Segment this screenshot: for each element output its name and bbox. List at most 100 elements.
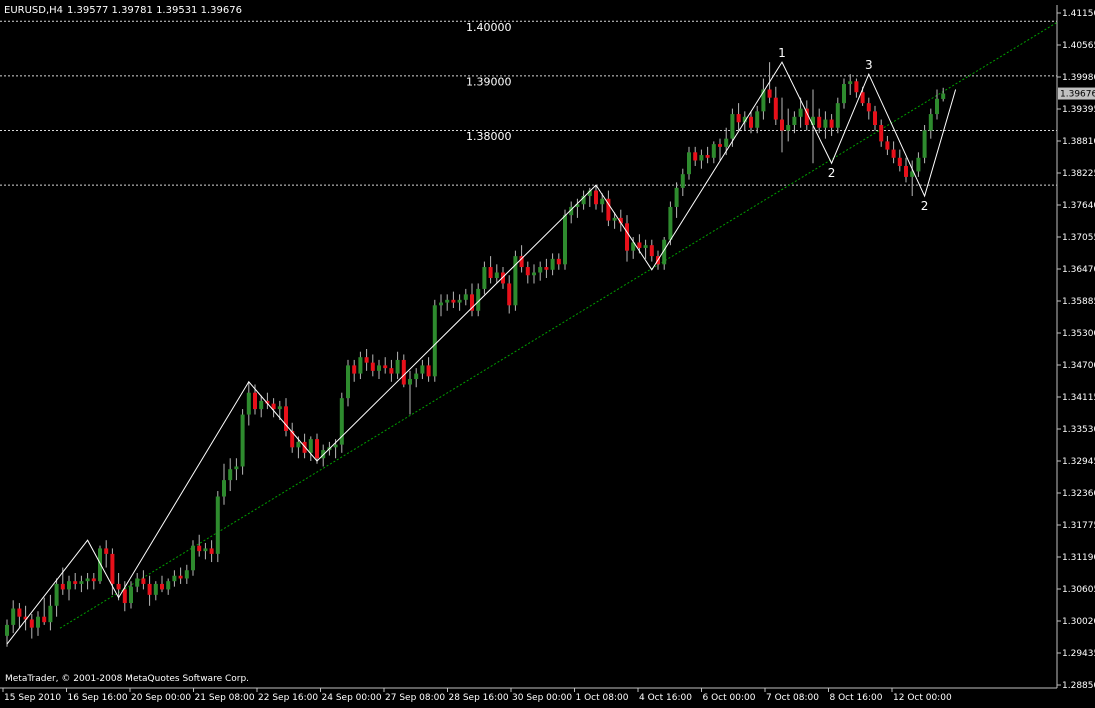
candle-bear	[23, 616, 28, 620]
candle-bear	[507, 283, 512, 306]
price-tick-label: 1.37055	[1062, 233, 1095, 243]
candle-bull	[476, 288, 481, 311]
candle-bear	[370, 362, 375, 371]
candle-bull	[668, 206, 673, 240]
candle-bear	[383, 365, 388, 369]
candle-bull	[246, 392, 251, 415]
price-tick-label: 1.39980	[1062, 73, 1095, 83]
candle-bull	[538, 267, 543, 273]
candle-bull	[203, 548, 208, 552]
candle-bull	[730, 114, 735, 139]
candle-bear	[401, 359, 406, 385]
time-tick-label: 28 Sep 16:00	[449, 693, 509, 703]
price-axis[interactable]: 1.41150 1.40565 1.39980 1.39395 1.38810 1.382…	[1057, 9, 1095, 691]
candle-bull	[172, 575, 177, 582]
candle-bear	[854, 81, 859, 93]
candle-bull	[699, 155, 704, 161]
wave-label: 1	[778, 46, 786, 60]
candle-bear	[804, 108, 809, 125]
candle-bull	[98, 548, 102, 582]
candle-bull	[581, 196, 586, 205]
candle-bull	[395, 359, 400, 374]
time-axis[interactable]: 15 Sep 2010 16 Sep 16:00 20 Sep 00:00 21 Se…	[2, 688, 952, 703]
candle-bull	[135, 578, 140, 587]
candle-bear	[389, 368, 394, 374]
candle-bear	[885, 141, 890, 150]
wave-label: 3	[865, 58, 873, 72]
candle-bull	[842, 84, 846, 104]
price-tick-label: 1.28850	[1062, 681, 1095, 691]
price-tick-label: 1.39395	[1062, 105, 1095, 115]
candle-bear	[122, 589, 127, 604]
candle-bull	[445, 299, 450, 303]
candle-bull	[482, 267, 487, 289]
candle-bull	[36, 616, 40, 628]
time-tick-label: 24 Sep 00:00	[322, 693, 382, 703]
candle-bull	[922, 130, 927, 158]
candle-bear	[451, 299, 456, 303]
candle-bull	[916, 157, 921, 172]
candle-bull	[910, 171, 915, 177]
candle-bear	[271, 403, 276, 410]
candle-bear	[904, 165, 908, 177]
candle-bull	[494, 272, 499, 278]
candle-bull	[935, 98, 939, 115]
candle-bull	[296, 441, 301, 448]
candle-bull	[612, 217, 617, 221]
candle-bear	[736, 114, 741, 123]
candle-bull	[166, 581, 171, 590]
candle-bear	[160, 583, 164, 590]
candle-bear	[625, 223, 629, 251]
candle-bull	[85, 578, 90, 582]
candle-bull	[457, 299, 462, 303]
candle-bull	[798, 108, 803, 117]
price-tick-label: 1.29435	[1062, 649, 1095, 659]
candle-bull	[631, 242, 636, 251]
chart-frame	[0, 5, 1058, 689]
time-tick-label: 1 Oct 08:00	[576, 693, 629, 703]
candle-bear	[693, 152, 698, 161]
candle-bull	[687, 152, 691, 175]
candle-bear	[594, 190, 598, 205]
candle-bull	[333, 444, 338, 448]
candle-bull	[339, 398, 344, 445]
current-price-marker	[1058, 87, 1095, 100]
candle-bull	[414, 373, 419, 380]
time-tick-label: 22 Sep 16:00	[258, 693, 318, 703]
price-tick-label: 1.40565	[1062, 41, 1095, 51]
price-tick-label: 1.31190	[1062, 553, 1095, 563]
candle-bull	[928, 114, 933, 131]
candle-bull	[48, 605, 53, 623]
candle-bull	[234, 466, 239, 470]
price-tick-label: 1.31775	[1062, 521, 1095, 531]
candle-bear	[29, 619, 34, 628]
candle-bull	[5, 624, 9, 636]
candle-bull	[439, 302, 443, 306]
candle-bull	[377, 365, 381, 371]
candle-bear	[637, 242, 642, 248]
candle-bull	[662, 239, 667, 265]
candle-bear	[91, 578, 96, 582]
candle-bull	[308, 439, 313, 453]
candle-bull	[941, 93, 946, 99]
candle-bull	[711, 144, 716, 158]
candle-bull	[848, 81, 853, 85]
candle-bear	[525, 267, 530, 276]
price-tick-label: 1.33530	[1062, 425, 1095, 435]
candle-bear	[817, 116, 822, 128]
candle-bull	[792, 116, 797, 125]
candle-bear	[519, 256, 524, 268]
candle-bear	[17, 608, 22, 617]
candle-bear	[426, 365, 431, 377]
candle-bear	[178, 575, 183, 579]
current-price-label: 1.39676	[1060, 90, 1095, 100]
candle-bear	[60, 583, 65, 590]
candle-bear	[649, 245, 654, 257]
wave-labels-group: 1 2 3 2	[778, 46, 928, 213]
candle-bear	[470, 294, 474, 311]
price-tick-label: 1.38225	[1062, 169, 1095, 179]
candle-bear	[829, 119, 834, 128]
